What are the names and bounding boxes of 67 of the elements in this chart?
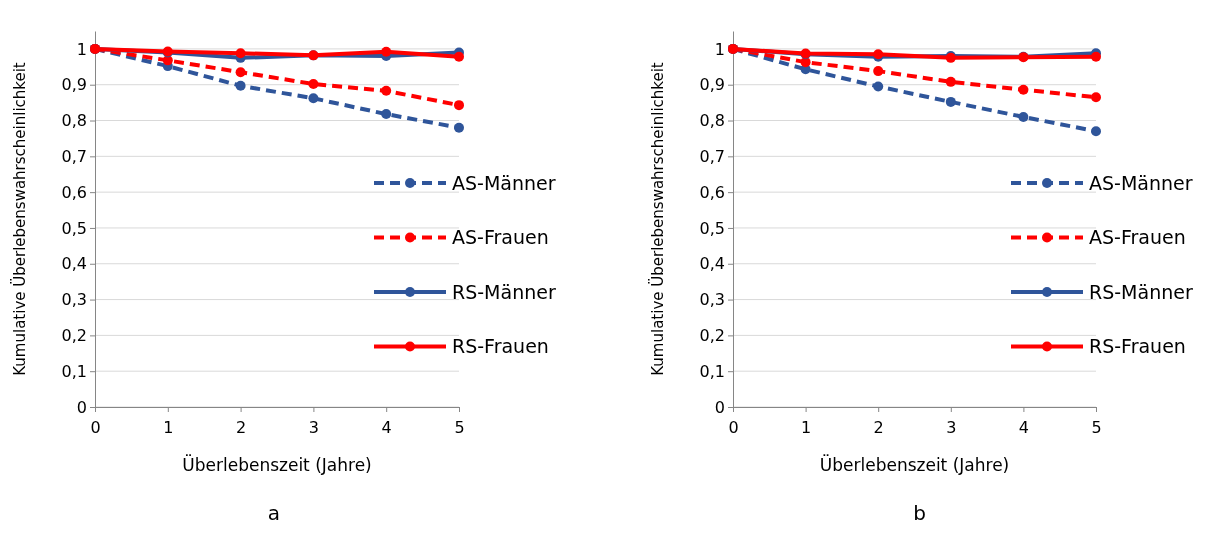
x-tick-label: 1 — [163, 417, 174, 437]
point — [873, 66, 884, 77]
text: a — [267, 501, 281, 525]
y-tick-label: 0,7 — [699, 146, 725, 166]
point — [454, 51, 464, 62]
point — [381, 109, 392, 120]
point — [1091, 126, 1101, 137]
x-tick-label: 0 — [90, 417, 101, 437]
y-tick-label: 0,4 — [61, 254, 87, 274]
y-tick-label: 0,7 — [61, 146, 87, 166]
text: b — [913, 501, 926, 525]
x-tick-label: 3 — [946, 417, 957, 437]
point — [235, 67, 246, 78]
x-tick-label: 4 — [1018, 417, 1029, 437]
point — [235, 80, 246, 91]
y-tick-label: 0,5 — [61, 218, 87, 238]
point — [1091, 92, 1101, 103]
y-tick-label: 0,3 — [61, 290, 87, 310]
y-tick-label: 0,1 — [699, 361, 725, 381]
legend-label: AS-Männer — [1089, 171, 1193, 194]
point — [235, 48, 246, 59]
point — [381, 85, 392, 96]
y-tick-label: 0,3 — [699, 290, 725, 310]
point — [945, 96, 956, 107]
point — [381, 46, 392, 57]
point — [454, 100, 464, 111]
point — [1018, 111, 1029, 122]
x-tick-label: 1 — [801, 417, 812, 437]
y-axis-title: Kumulative Überlebenswahrscheinlichkeit — [648, 62, 667, 376]
y-tick-label: 0,9 — [699, 75, 725, 95]
y-tick-label: 0,8 — [61, 111, 87, 131]
point — [1018, 84, 1029, 95]
x-tick-label: 0 — [728, 417, 739, 437]
legend-label: AS-Frauen — [1089, 226, 1186, 249]
x-tick-label: 5 — [454, 417, 465, 437]
legend-label: AS-Männer — [452, 171, 556, 194]
x-tick-label: 4 — [381, 417, 392, 437]
y-tick-label: 1 — [76, 39, 87, 59]
y-tick-label: 1 — [714, 39, 725, 59]
x-axis-title: Überlebenszeit (Jahre) — [182, 454, 372, 475]
y-tick-label: 0,2 — [61, 326, 87, 345]
point — [308, 79, 319, 89]
y-tick-label: 0 — [714, 397, 725, 417]
legend-label: AS-Frauen — [452, 226, 549, 249]
legend-label: RS-Männer — [452, 280, 556, 303]
legend-label: RS-Frauen — [1089, 335, 1186, 358]
x-tick-label: 5 — [1091, 417, 1102, 437]
point — [454, 122, 464, 133]
legend-label: RS-Frauen — [452, 335, 549, 358]
y-tick-label: 0,1 — [61, 361, 87, 381]
y-tick-label: 0,9 — [61, 75, 87, 95]
y-tick-label: 0,6 — [61, 182, 87, 202]
legend-label: RS-Männer — [1089, 280, 1193, 303]
y-tick-label: 0,5 — [699, 218, 725, 238]
y-axis-title: Kumulative Überlebenswahrscheinlichkeit — [10, 62, 29, 376]
y-tick-label: 0,6 — [699, 182, 725, 202]
x-tick-label: 2 — [236, 417, 247, 437]
point — [945, 76, 956, 87]
x-tick-label: 2 — [873, 417, 884, 437]
y-tick-label: 0 — [76, 397, 87, 417]
point — [873, 81, 884, 92]
y-tick-label: 0,4 — [699, 254, 725, 274]
x-tick-label: 3 — [308, 417, 319, 437]
y-tick-label: 0,2 — [699, 326, 725, 345]
y-tick-label: 0,8 — [699, 111, 725, 131]
point — [308, 93, 319, 104]
x-axis-title: Überlebenszeit (Jahre) — [819, 454, 1010, 475]
